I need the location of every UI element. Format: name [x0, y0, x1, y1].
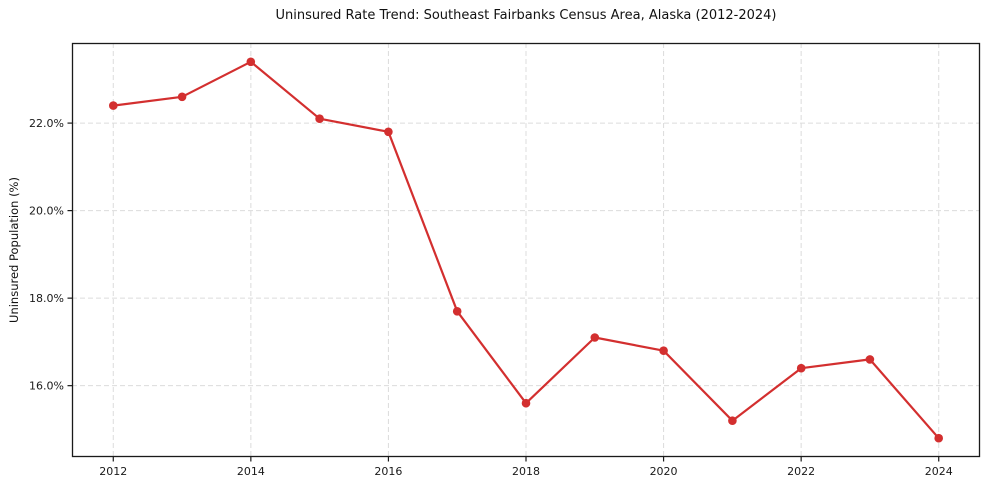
data-point-2019	[590, 333, 600, 342]
y-axis-label: Uninsured Population (%)	[7, 177, 21, 323]
y-tick-label: 18.0%	[29, 292, 64, 305]
data-point-2020	[659, 346, 668, 356]
data-point-2016	[384, 127, 393, 137]
plot-border	[71, 42, 981, 458]
x-tick-label: 2012	[99, 465, 127, 478]
data-point-2018	[521, 398, 531, 408]
data-point-2013	[177, 92, 187, 102]
x-tick-label: 2016	[374, 465, 402, 478]
data-point-2024	[934, 433, 943, 443]
x-tick-label: 2014	[237, 465, 265, 478]
data-point-2014	[246, 57, 256, 67]
data-point-2012	[109, 101, 118, 110]
data-point-2023	[865, 355, 875, 364]
y-tick-label: 22.0%	[29, 117, 64, 130]
data-point-2015	[315, 114, 324, 123]
x-tick-label: 2020	[650, 465, 678, 478]
data-point-2021	[728, 416, 737, 426]
x-tick-label: 2018	[512, 465, 540, 478]
y-tick-label: 20.0%	[29, 205, 64, 218]
chart-title: Uninsured Rate Trend: Southeast Fairbank…	[275, 8, 777, 23]
x-tick-label: 2022	[787, 465, 815, 478]
y-tick-label: 16.0%	[29, 380, 64, 393]
data-point-2022	[796, 363, 806, 373]
x-tick-label: 2024	[925, 465, 953, 478]
data-point-2017	[452, 307, 462, 316]
